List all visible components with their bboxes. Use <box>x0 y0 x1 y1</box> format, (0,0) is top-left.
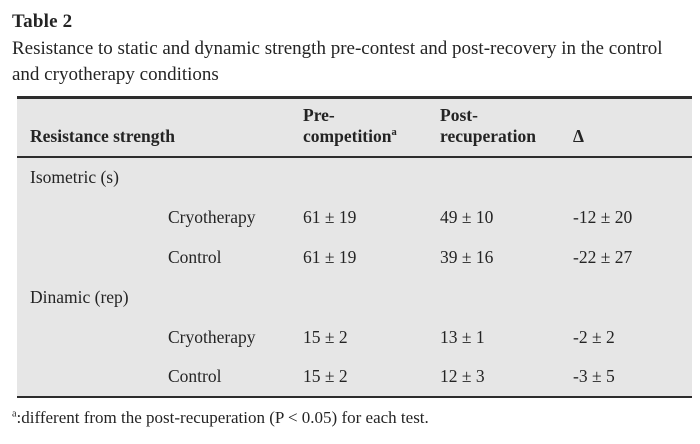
header-pre-line1: Pre- <box>303 105 335 125</box>
section-row-isometric: Isometric (s) <box>17 157 692 197</box>
delta-value-cell: -2 ± 2 <box>573 326 615 347</box>
delta-value-cell: -22 ± 27 <box>573 246 633 267</box>
table-row-isometric-cryotherapy: Cryotherapy 61 ± 19 49 ± 10 -12 ± 20 <box>17 197 692 237</box>
condition-cell: Cryotherapy <box>168 326 256 347</box>
header-pre-line2: competition <box>303 126 392 146</box>
post-value-cell: 12 ± 3 <box>440 366 485 386</box>
table-row-dinamic-cryotherapy: Cryotherapy 15 ± 2 13 ± 1 -2 ± 2 <box>17 317 692 357</box>
post-value-cell: 13 ± 1 <box>440 326 485 347</box>
empty-cell <box>17 317 155 357</box>
table-row-isometric-control: Control 61 ± 19 39 ± 16 -22 ± 27 <box>17 237 692 277</box>
table-title: Table 2 <box>12 11 73 32</box>
footnote: a:different from the post-recuperation (… <box>12 407 688 429</box>
header-post-line1: Post- <box>440 105 478 125</box>
pre-value-cell: 61 ± 19 <box>303 246 357 267</box>
delta-value-cell: -3 ± 5 <box>573 366 615 386</box>
header-pre-competition: Pre-competitiona <box>290 97 428 158</box>
empty-cell <box>17 237 155 277</box>
footnote-superscript: a <box>12 408 17 420</box>
table-row-dinamic-control: Control 15 ± 2 12 ± 3 -3 ± 5 <box>17 357 692 397</box>
condition-cell: Cryotherapy <box>168 206 256 227</box>
pre-value-cell: 15 ± 2 <box>303 366 348 386</box>
post-value-cell: 49 ± 10 <box>440 206 494 227</box>
section-label: Isometric (s) <box>30 167 119 187</box>
post-value-cell: 39 ± 16 <box>440 246 494 267</box>
header-pre-superscript: a <box>391 127 397 139</box>
empty-cell <box>17 197 155 237</box>
footnote-text: :different from the post-recuperation (P… <box>16 408 429 427</box>
header-row: Resistance strength Pre-competitiona Pos… <box>17 97 693 158</box>
delta-value-cell: -12 ± 20 <box>573 206 633 227</box>
section-label: Dinamic (rep) <box>30 286 129 307</box>
data-table: Resistance strength Pre-competitiona Pos… <box>17 96 693 398</box>
header-resistance-strength: Resistance strength <box>17 97 291 158</box>
section-row-dinamic: Dinamic (rep) <box>17 277 692 317</box>
condition-cell: Control <box>168 246 222 267</box>
header-post-line2: recuperation <box>440 126 536 146</box>
condition-cell: Control <box>168 366 222 386</box>
table-caption: Resistance to static and dynamic strengt… <box>12 38 663 85</box>
header-delta: Δ <box>560 97 693 158</box>
header-post-recuperation: Post-recuperation <box>427 97 561 158</box>
pre-value-cell: 15 ± 2 <box>303 326 348 347</box>
pre-value-cell: 61 ± 19 <box>303 206 357 227</box>
empty-cell <box>17 357 155 397</box>
